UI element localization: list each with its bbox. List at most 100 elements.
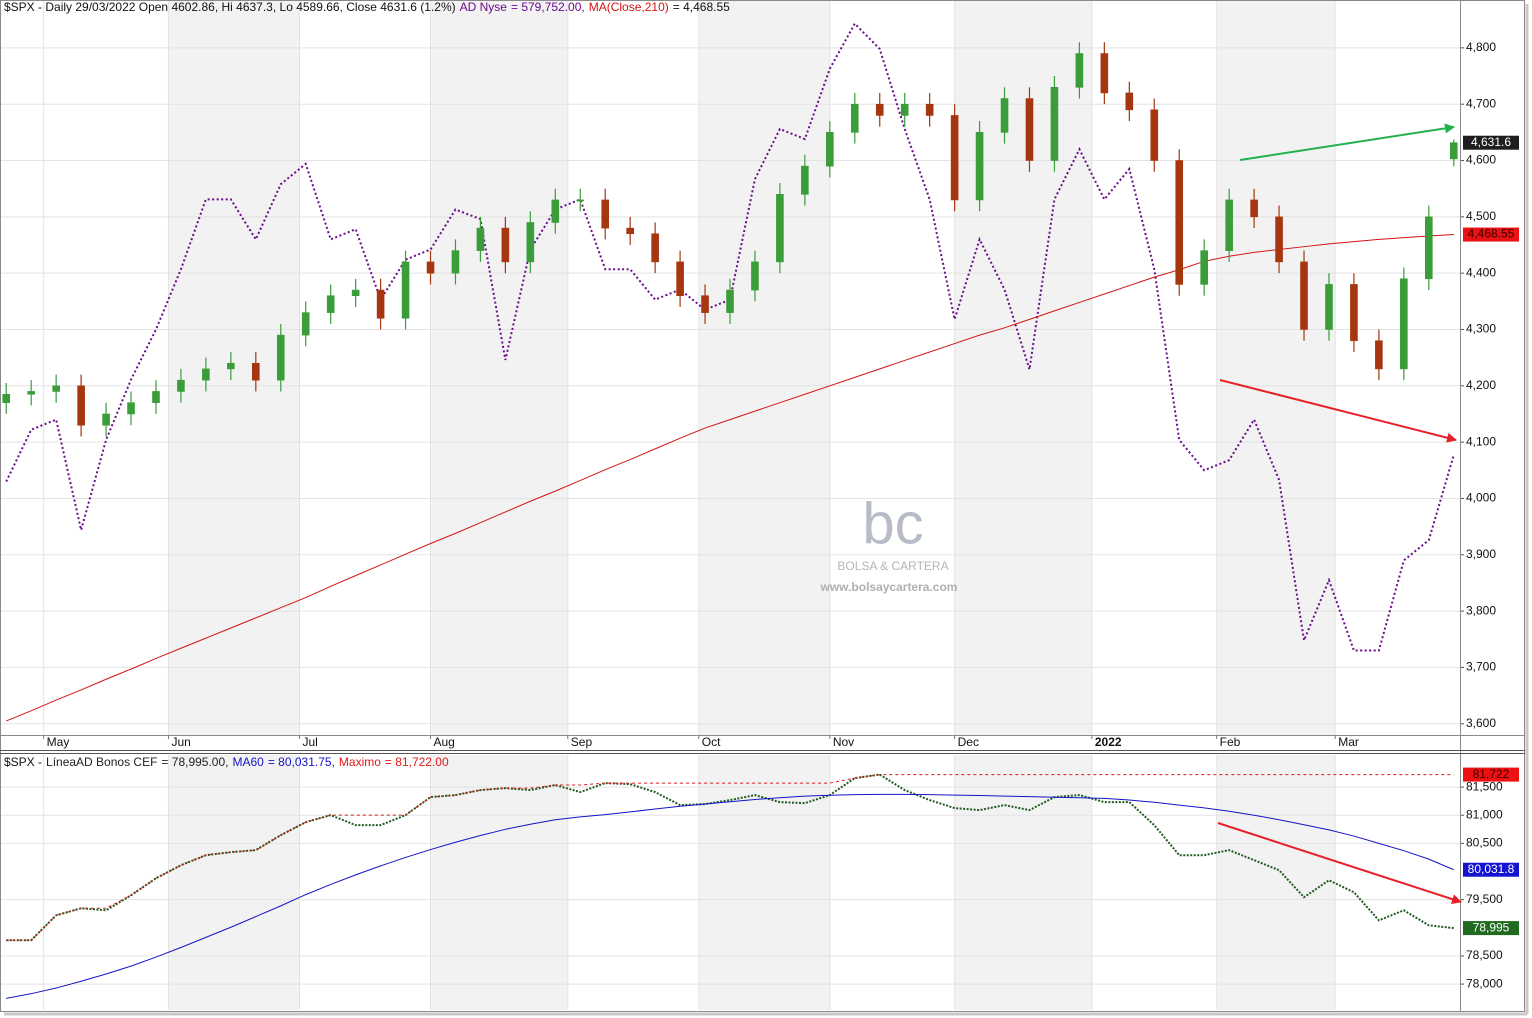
candle-body — [351, 289, 360, 296]
candle-body — [526, 222, 535, 263]
month-band — [698, 0, 830, 735]
candle-body — [601, 199, 610, 229]
candle-body — [1449, 142, 1458, 160]
series-line — [6, 793, 1454, 999]
y-tick-label: 3,700 — [1466, 660, 1496, 674]
candle-body — [1000, 98, 1009, 133]
candle-body — [1275, 216, 1283, 263]
candle-body — [2, 393, 11, 404]
candle-body — [1325, 284, 1333, 330]
header-title: $SPX - — [4, 755, 42, 769]
y-tick-label: 79,500 — [1466, 892, 1503, 906]
candle-body — [1225, 199, 1233, 251]
candle-body — [826, 132, 834, 167]
month-band — [1216, 0, 1336, 735]
legend-value: = 80,031.75, — [268, 755, 335, 769]
candle-body — [776, 194, 784, 263]
candle-body — [1350, 284, 1358, 342]
candle-body — [900, 103, 909, 116]
value-tag — [1463, 767, 1519, 782]
candle-body — [850, 103, 859, 133]
candle-body — [127, 402, 135, 415]
candle-body — [1150, 109, 1159, 161]
month-band — [1216, 755, 1336, 1010]
candle-body — [1250, 199, 1258, 218]
trend-arrows — [1217, 123, 1462, 904]
header-title: $SPX - Daily 29/03/2022 Open 4602.86, Hi… — [4, 0, 456, 14]
legend-name: Maximo — [339, 755, 381, 769]
candle-body — [27, 391, 35, 395]
y-tick-label: 3,600 — [1466, 716, 1496, 730]
candle-body — [227, 362, 235, 370]
legend-value: = 81,722.00 — [385, 755, 449, 769]
y-tick-label: 4,300 — [1466, 322, 1496, 336]
candle-body — [801, 165, 809, 195]
y-tick-label: 4,500 — [1466, 209, 1496, 223]
legend-name: MA(Close,210) — [589, 0, 669, 14]
month-band — [430, 0, 568, 735]
candle-body — [1025, 98, 1034, 161]
candle-body — [77, 385, 85, 426]
x-tick-label: Mar — [1338, 735, 1359, 749]
value-tag-label: 78,995 — [1473, 920, 1510, 934]
y-tick-label: 80,500 — [1466, 836, 1503, 850]
value-tag-label: 81,722 — [1473, 767, 1510, 781]
x-tick-label: Oct — [702, 735, 721, 749]
y-tick-label: 4,800 — [1466, 40, 1496, 54]
candle-body — [925, 103, 934, 116]
y-tick-label: 81,000 — [1466, 807, 1503, 821]
x-tick-label: Nov — [833, 735, 854, 749]
candle-body — [1100, 53, 1109, 94]
y-tick-label: 81,500 — [1466, 779, 1503, 793]
candle-body — [52, 385, 60, 392]
candle-body — [1125, 92, 1134, 111]
candle-body — [401, 261, 410, 319]
x-tick-label: May — [47, 735, 70, 749]
month-band — [954, 0, 1092, 735]
candle-body — [701, 295, 709, 313]
candle-body — [726, 289, 734, 313]
candle-body — [252, 362, 260, 381]
legend-value: = 579,752.00, — [511, 0, 585, 14]
x-tick-label: 2022 — [1095, 735, 1122, 749]
watermark: bc — [862, 491, 923, 556]
candle-body — [676, 261, 684, 296]
candle-body — [426, 261, 435, 274]
panel-header: $SPX - LíneaAD Bonos CEF = 78,995.00, MA60 =… — [4, 755, 449, 769]
y-tick-label: 3,800 — [1466, 603, 1496, 617]
trend-arrow — [1239, 123, 1455, 161]
price-tag — [1463, 135, 1519, 150]
candle-body — [1400, 278, 1408, 370]
value-tag-label: 80,031.8 — [1468, 862, 1515, 876]
y-tick-label: 4,700 — [1466, 96, 1496, 110]
legend-value: = 4,468.55 — [673, 0, 730, 14]
panel-header: $SPX - Daily 29/03/2022 Open 4602.86, Hi… — [4, 0, 730, 14]
watermark: www.bolsaycartera.com — [820, 580, 958, 594]
candle-body — [751, 261, 759, 291]
month-band — [430, 755, 568, 1010]
y-tick-label: 78,000 — [1466, 976, 1503, 990]
x-tick-label: Jun — [171, 735, 190, 749]
x-tick-label: Aug — [434, 735, 455, 749]
candle-body — [576, 199, 585, 202]
x-tick-label: Jul — [302, 735, 317, 749]
candle-body — [1075, 53, 1084, 88]
series-line — [5, 22, 1455, 652]
candle-body — [152, 391, 160, 404]
trend-arrow — [1217, 822, 1462, 904]
value-tag — [1463, 227, 1519, 242]
candle-body — [1300, 261, 1308, 330]
series-line — [6, 234, 1454, 722]
candle-body — [102, 413, 110, 426]
legend-name: MA60 — [232, 755, 264, 769]
y-tick-label: 4,200 — [1466, 378, 1496, 392]
candle-body — [326, 295, 335, 313]
series-line — [6, 774, 1454, 941]
candle-body — [1375, 340, 1383, 370]
candle-body — [1175, 160, 1184, 285]
candle-body — [1200, 250, 1208, 285]
watermark: BOLSA & CARTERA — [837, 559, 948, 573]
